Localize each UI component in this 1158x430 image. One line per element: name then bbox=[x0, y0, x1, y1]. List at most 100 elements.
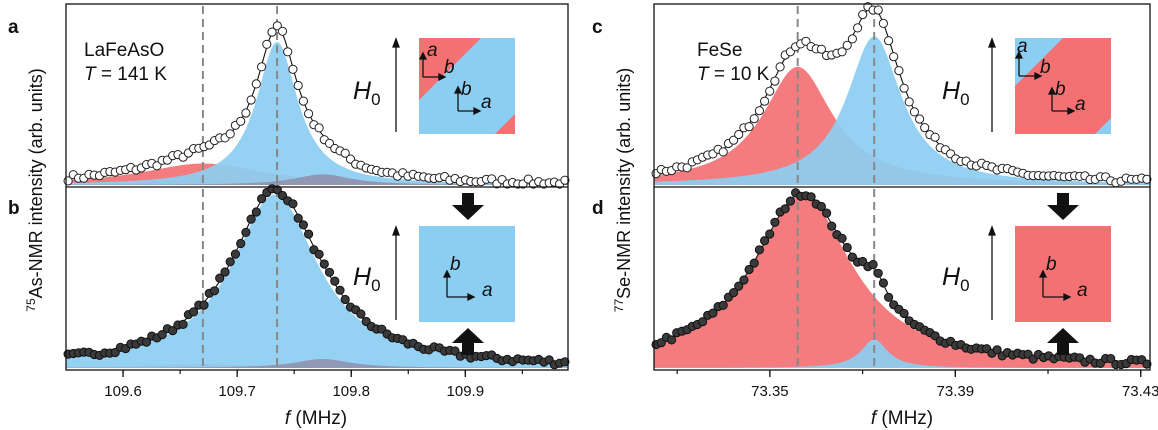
data-point bbox=[754, 106, 765, 116]
x-tick-label: 109.7 bbox=[218, 383, 256, 400]
data-point bbox=[842, 242, 852, 253]
data-point bbox=[560, 357, 570, 367]
data-point bbox=[209, 286, 220, 296]
component-fill-b-blue bbox=[66, 194, 568, 368]
axis-label-c-lower-a: a bbox=[1075, 94, 1086, 115]
data-point bbox=[340, 148, 350, 158]
data-point bbox=[257, 62, 267, 72]
data-point bbox=[873, 5, 883, 15]
field-arrow-b bbox=[392, 225, 400, 320]
data-point bbox=[718, 147, 728, 157]
data-point bbox=[335, 285, 345, 295]
data-point bbox=[257, 194, 267, 204]
data-point bbox=[853, 23, 863, 33]
x-tick-label: 109.9 bbox=[447, 383, 485, 400]
data-point bbox=[251, 79, 261, 89]
axis-label-a-lower-b: b bbox=[461, 79, 472, 100]
data-point bbox=[780, 204, 790, 214]
data-point bbox=[765, 229, 775, 239]
data-point bbox=[330, 276, 340, 286]
data-point bbox=[765, 86, 775, 96]
field-label-d: H0 bbox=[942, 263, 970, 295]
material-label-right: FeSe bbox=[697, 40, 742, 61]
field-arrow-a bbox=[392, 37, 400, 132]
axis-label-c-upper-b: b bbox=[1040, 57, 1051, 78]
data-point bbox=[189, 307, 199, 317]
x-tick-label: 73.43 bbox=[1122, 383, 1158, 400]
data-point bbox=[816, 201, 827, 212]
data-point bbox=[760, 96, 770, 106]
data-point bbox=[729, 135, 739, 145]
data-point bbox=[230, 249, 240, 259]
data-point bbox=[560, 175, 570, 185]
data-point bbox=[288, 64, 298, 74]
data-point bbox=[356, 309, 366, 319]
crystal-axes-c-lower bbox=[1047, 86, 1076, 116]
panel-letter-b: b bbox=[8, 198, 20, 219]
data-point bbox=[236, 116, 246, 126]
component-fill-b-overlap bbox=[66, 359, 568, 368]
data-point bbox=[314, 249, 324, 259]
data-point bbox=[251, 207, 261, 217]
axis-label-a-upper-b: b bbox=[444, 57, 455, 78]
data-point bbox=[785, 196, 796, 206]
data-point bbox=[340, 294, 350, 305]
data-point bbox=[324, 267, 335, 277]
field-arrow-c bbox=[988, 37, 996, 132]
field-arrow-d bbox=[988, 225, 996, 320]
pressure-arrow-b-top bbox=[452, 193, 484, 220]
data-point bbox=[816, 44, 827, 54]
axis-label-b-a: a bbox=[482, 280, 493, 301]
data-point bbox=[718, 300, 728, 310]
data-point bbox=[304, 109, 314, 119]
data-point bbox=[847, 34, 858, 44]
component-fill-c-blue bbox=[654, 36, 1150, 185]
x-ticks-right: 73.35 73.39 73.43 bbox=[676, 370, 1158, 400]
axis-label-d-a: a bbox=[1077, 280, 1088, 301]
data-point bbox=[909, 107, 920, 117]
data-point bbox=[152, 161, 162, 171]
component-fill-d-red bbox=[654, 194, 1150, 368]
data-point bbox=[298, 220, 308, 230]
data-point bbox=[729, 288, 739, 298]
data-point bbox=[868, 259, 878, 270]
field-label-b: H0 bbox=[353, 263, 381, 295]
data-point bbox=[708, 308, 718, 318]
y-axis-label-right: 77Se-NMR intensity (arb. units) bbox=[612, 68, 634, 312]
plot-panel-a bbox=[63, 6, 570, 189]
data-point bbox=[734, 281, 744, 291]
data-point bbox=[878, 278, 889, 288]
component-fill-a-blue bbox=[66, 42, 568, 185]
data-point bbox=[770, 217, 780, 227]
data-point bbox=[1142, 359, 1152, 369]
data-point bbox=[241, 227, 251, 237]
data-point bbox=[744, 122, 754, 132]
data-point bbox=[884, 36, 894, 46]
panel-letter-a: a bbox=[8, 17, 19, 38]
crystal-axes-a-lower bbox=[453, 85, 482, 116]
data-point bbox=[241, 108, 251, 118]
data-point bbox=[770, 76, 780, 86]
x-tick-label: 109.6 bbox=[104, 383, 142, 400]
data-point bbox=[894, 66, 904, 76]
data-point bbox=[283, 47, 293, 57]
pressure-arrow-d-bottom bbox=[1047, 328, 1079, 355]
inset-domain-a bbox=[419, 38, 515, 134]
plot-panel-c bbox=[651, 2, 1152, 188]
data-point bbox=[915, 114, 925, 124]
data-point bbox=[837, 47, 847, 57]
data-point bbox=[842, 40, 852, 50]
data-point bbox=[827, 221, 837, 231]
data-point bbox=[304, 229, 314, 239]
data-point bbox=[899, 308, 909, 319]
component-fill-c-red bbox=[654, 66, 1150, 185]
component-fill-d-blue bbox=[654, 339, 1150, 368]
data-point bbox=[734, 129, 744, 140]
x-tick-label: 73.35 bbox=[751, 383, 789, 400]
data-point bbox=[293, 213, 303, 223]
data-point bbox=[754, 245, 765, 255]
data-point bbox=[884, 292, 894, 302]
crystal-axes-a-upper bbox=[418, 51, 447, 82]
data-point bbox=[930, 132, 940, 142]
